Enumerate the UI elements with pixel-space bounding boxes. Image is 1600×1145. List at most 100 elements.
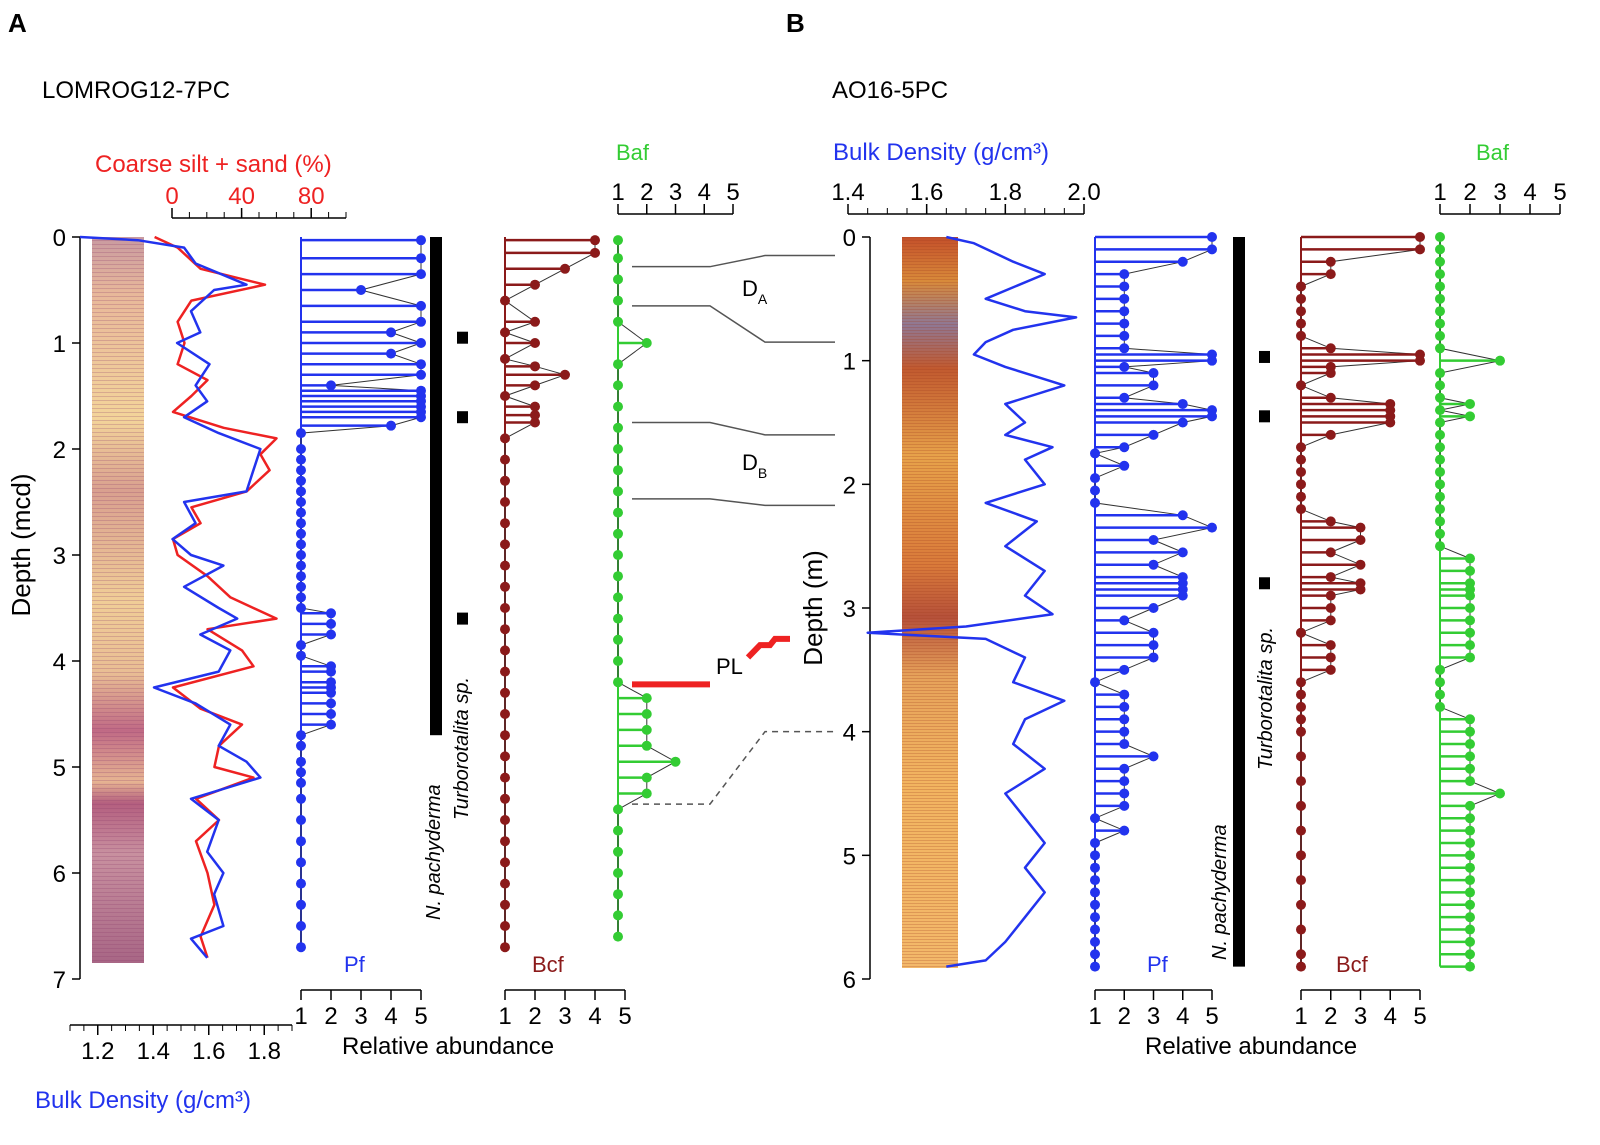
abundance-point-pf-b <box>1119 788 1130 799</box>
abundance-point-pf-a <box>326 618 336 629</box>
abundance-point-pf-b <box>1148 640 1159 651</box>
abundance-point-bcf-b <box>1325 368 1336 379</box>
range-mark-turborotalita-b <box>1259 410 1270 423</box>
abundance-point-baf-a <box>613 380 623 391</box>
depth-tick-label-a: 7 <box>53 967 66 994</box>
abundance-point-pf-b <box>1119 689 1130 700</box>
h-tick-label-bd-b: 1.8 <box>989 179 1022 206</box>
core-name-a: LOMROG12-7PC <box>42 77 230 104</box>
abundance-point-pf-b <box>1119 343 1130 354</box>
abundance-point-baf-b <box>1435 232 1445 242</box>
abundance-point-bcf-b <box>1325 392 1336 403</box>
abundance-point-pf-a <box>296 899 306 910</box>
abundance-point-bcf-a <box>500 772 510 783</box>
abundance-point-bcf-a <box>530 417 540 428</box>
abundance-point-bcf-a <box>500 454 510 465</box>
abundance-point-baf-b <box>1435 293 1445 304</box>
abundance-point-pf-b <box>1119 800 1130 811</box>
abundance-point-bcf-b <box>1296 454 1306 465</box>
zone-label-db: DB <box>742 450 767 481</box>
abundance-point-baf-a <box>613 571 623 582</box>
panel-label-b: B <box>786 8 805 38</box>
abundance-point-baf-a <box>613 274 623 285</box>
abundance-point-baf-a <box>613 253 623 264</box>
abundance-point-bcf-b <box>1325 640 1336 651</box>
abundance-point-bcf-b <box>1296 949 1306 960</box>
depth-tick-label-a: 0 <box>53 225 66 252</box>
abundance-point-baf-b <box>1435 701 1445 712</box>
abundance-point-baf-b <box>1435 392 1445 403</box>
h-tick-label-bcf-b: 4 <box>1384 1003 1397 1030</box>
abundance-point-pf-a <box>416 412 426 423</box>
h-tick-label-coarse: 0 <box>165 183 178 210</box>
abundance-point-pf-a <box>296 428 306 439</box>
correlation-line-da-bottom <box>632 305 835 343</box>
abundance-point-bcf-b <box>1325 547 1336 558</box>
abundance-point-baf-b <box>1435 244 1445 255</box>
h-tick-label-baf-a: 1 <box>611 179 624 206</box>
abundance-point-bcf-a <box>530 401 540 412</box>
abundance-point-baf-b <box>1435 466 1445 477</box>
depth-tick-label-a: 5 <box>53 755 66 782</box>
abundance-point-pf-a <box>296 454 306 465</box>
abundance-point-pf-a <box>296 730 306 741</box>
abundance-point-baf-b <box>1495 788 1505 799</box>
h-tick-label-bd-b: 2.0 <box>1067 179 1100 206</box>
abundance-point-pf-b <box>1148 534 1159 545</box>
abundance-point-bcf-b <box>1296 306 1306 317</box>
abundance-point-baf-a <box>613 931 623 942</box>
abundance-point-baf-a <box>613 422 623 433</box>
abundance-point-bcf-a <box>500 518 510 529</box>
abundance-point-bcf-b <box>1385 417 1396 428</box>
abundance-point-bcf-a <box>530 361 540 372</box>
abundance-point-baf-b <box>1465 640 1475 651</box>
h-tick-label-baf-a: 4 <box>698 179 711 206</box>
abundance-point-baf-a <box>613 656 623 666</box>
abundance-point-baf-a <box>613 846 623 857</box>
abundance-point-bcf-a <box>500 942 510 953</box>
abundance-point-bcf-a <box>500 921 510 931</box>
series-label-pf-b: Pf <box>1147 952 1169 977</box>
abundance-point-bcf-b <box>1296 318 1306 329</box>
abundance-point-pf-a <box>296 740 306 751</box>
abundance-point-baf-a <box>641 788 652 799</box>
abundance-point-baf-b <box>1465 837 1475 848</box>
abundance-point-pf-b <box>1148 429 1159 440</box>
h-tick-label-baf-b: 3 <box>1493 179 1506 206</box>
abundance-point-baf-a <box>613 613 623 624</box>
abundance-point-pf-b <box>1119 776 1130 787</box>
abundance-point-baf-a <box>641 772 652 783</box>
abundance-point-pf-a <box>296 650 306 661</box>
rel-abundance-title-b: Relative abundance <box>1145 1033 1357 1060</box>
h-tick-label-bd-a: 1.8 <box>248 1038 281 1065</box>
abundance-point-baf-a <box>613 677 623 688</box>
correlation-line-dashed <box>632 730 835 805</box>
abundance-point-bcf-b <box>1296 776 1306 787</box>
abundance-point-bcf-b <box>1355 559 1366 570</box>
abundance-point-pf-b <box>1090 862 1100 873</box>
depth-tick-label-a: 1 <box>53 331 66 358</box>
depth-tick-label-b: 6 <box>843 967 856 994</box>
abundance-point-pf-b <box>1207 244 1217 255</box>
abundance-point-bcf-a <box>530 338 540 348</box>
abundance-point-bcf-a <box>500 295 510 306</box>
abundance-point-pf-b <box>1090 924 1100 935</box>
abundance-point-baf-a <box>613 401 623 412</box>
abundance-point-baf-b <box>1435 677 1445 688</box>
abundance-point-pf-b <box>1207 355 1217 366</box>
abundance-point-baf-b <box>1435 689 1445 700</box>
abundance-point-pf-a <box>296 571 306 582</box>
abundance-point-bcf-b <box>1296 850 1306 861</box>
abundance-point-bcf-b <box>1415 355 1425 366</box>
abundance-point-bcf-b <box>1296 293 1306 304</box>
abundance-point-baf-a <box>641 740 652 751</box>
abundance-point-bcf-a <box>500 560 510 571</box>
abundance-point-pf-a <box>356 285 366 295</box>
h-tick-label-bcf-b: 1 <box>1294 1003 1307 1030</box>
abundance-point-pf-b <box>1119 825 1130 836</box>
range-bar-npachyderma-b <box>1233 237 1245 967</box>
correlation-line-da-top <box>632 254 835 268</box>
abundance-point-pf-b <box>1177 256 1188 267</box>
abundance-point-bcf-a <box>500 878 510 889</box>
abundance-point-bcf-b <box>1415 232 1425 242</box>
